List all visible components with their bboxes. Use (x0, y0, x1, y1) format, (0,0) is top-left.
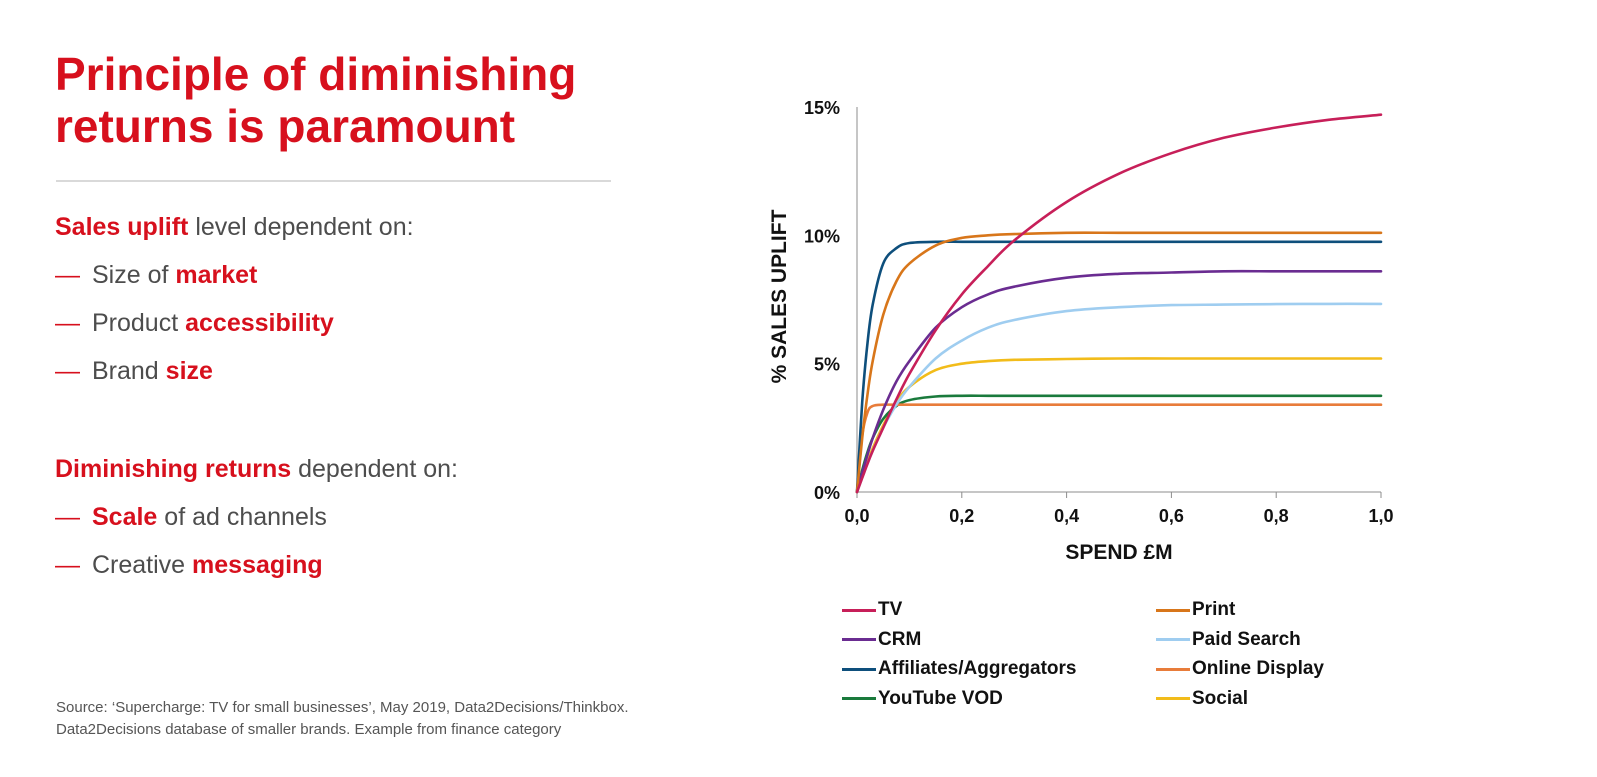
block-lead: Sales uplift level dependent on: (55, 203, 414, 251)
lead-highlight: Sales uplift (55, 213, 189, 241)
x-tick-label: 0,6 (1159, 506, 1184, 526)
legend-swatch (1156, 667, 1190, 671)
legend-label: YouTube VOD (878, 687, 1003, 709)
dash-bullet: — (55, 357, 80, 385)
legend-item-online-display: Online Display (1156, 658, 1324, 680)
series-line-print (855, 231, 1383, 494)
y-tick-label: 10% (804, 226, 840, 246)
lead-text: level dependent on: (188, 213, 414, 241)
slide-title: Principle of diminishing returns is para… (55, 48, 576, 152)
dash-bullet: — (55, 261, 80, 289)
y-axis-title: % SALES UPLIFT (768, 209, 791, 383)
bullet-item: — Product accessibility (55, 299, 414, 347)
series-line-crm (855, 269, 1383, 494)
legend-swatch (1156, 697, 1190, 700)
legend-swatch (842, 638, 876, 641)
series-line-tv (855, 113, 1383, 494)
legend-label: Paid Search (1192, 628, 1301, 650)
bullet-highlight: accessibility (185, 309, 334, 337)
block-lead: Diminishing returns dependent on: (55, 445, 458, 493)
legend-label: Social (1192, 687, 1248, 709)
x-tick-label: 0,4 (1054, 506, 1079, 526)
dash-bullet: — (55, 551, 80, 579)
legend-label: Online Display (1192, 658, 1324, 679)
source-line-2: Data2Decisions database of smaller brand… (56, 721, 562, 738)
x-tick-label: 0,2 (949, 506, 974, 526)
legend-label: TV (878, 599, 903, 620)
series-line-youtube-vod (855, 394, 1383, 494)
x-tick-label: 0,8 (1264, 506, 1289, 526)
y-tick-label: 0% (814, 483, 840, 503)
bullet-item: — Brand size (55, 347, 414, 395)
bullet-highlight: Scale (92, 503, 158, 531)
legend-swatch (842, 608, 876, 612)
dash-bullet: — (55, 309, 80, 337)
legend-item-affiliates-aggregators: Affiliates/Aggregators (842, 658, 1076, 680)
series-line-social (855, 357, 1383, 494)
bullet-text: Brand (92, 357, 166, 385)
legend-item-social: Social (1156, 688, 1248, 710)
legend-item-youtube-vod: YouTube VOD (842, 688, 1003, 710)
legend-label: Affiliates/Aggregators (878, 658, 1077, 679)
lead-highlight: Diminishing returns (55, 455, 292, 483)
legend-swatch (1156, 608, 1190, 612)
source-note: Source: ‘Supercharge: TV for small busin… (56, 697, 629, 741)
legend-item-print: Print (1156, 599, 1235, 621)
series-line-online-display (855, 403, 1383, 494)
legend-swatch (842, 667, 876, 671)
legend-label: CRM (878, 628, 922, 650)
bullet-text: Size of (92, 261, 176, 289)
bullet-text: Creative (92, 551, 193, 579)
title-line-2: returns is paramount (55, 100, 516, 152)
series-line-affiliates-aggregators (855, 240, 1383, 494)
bullet-highlight: messaging (192, 551, 323, 579)
legend-swatch (1156, 638, 1190, 641)
bullet-highlight: size (165, 357, 213, 385)
lead-text: dependent on: (291, 455, 458, 483)
legend-item-paid-search: Paid Search (1156, 629, 1301, 651)
x-tick-label: 1,0 (1368, 506, 1393, 526)
y-tick-label: 15% (804, 98, 840, 118)
legend-label: Print (1192, 599, 1236, 620)
diminishing-returns-block: Diminishing returns dependent on: — Scale… (55, 445, 458, 589)
x-axis-title: SPEND £M (1065, 541, 1172, 564)
legend-item-crm: CRM (842, 629, 921, 651)
bullet-highlight: market (175, 261, 258, 289)
dash-bullet: — (55, 503, 80, 531)
bullet-item: — Size of market (55, 251, 414, 299)
legend-swatch (842, 697, 876, 700)
bullet-text: Product (92, 309, 186, 337)
bullet-text-after: of ad channels (157, 503, 327, 531)
legend-item-tv: TV (842, 599, 902, 621)
bullet-item: — Scale of ad channels (55, 493, 458, 541)
bullet-item: — Creative messaging (55, 541, 458, 589)
y-tick-label: 5% (814, 355, 840, 375)
sales-uplift-block: Sales uplift level dependent on: — Size o… (55, 203, 414, 395)
title-line-1: Principle of diminishing (55, 48, 577, 100)
x-tick-label: 0,0 (844, 506, 869, 526)
title-divider (56, 180, 611, 182)
source-line-1: Source: ‘Supercharge: TV for small busin… (56, 699, 629, 716)
